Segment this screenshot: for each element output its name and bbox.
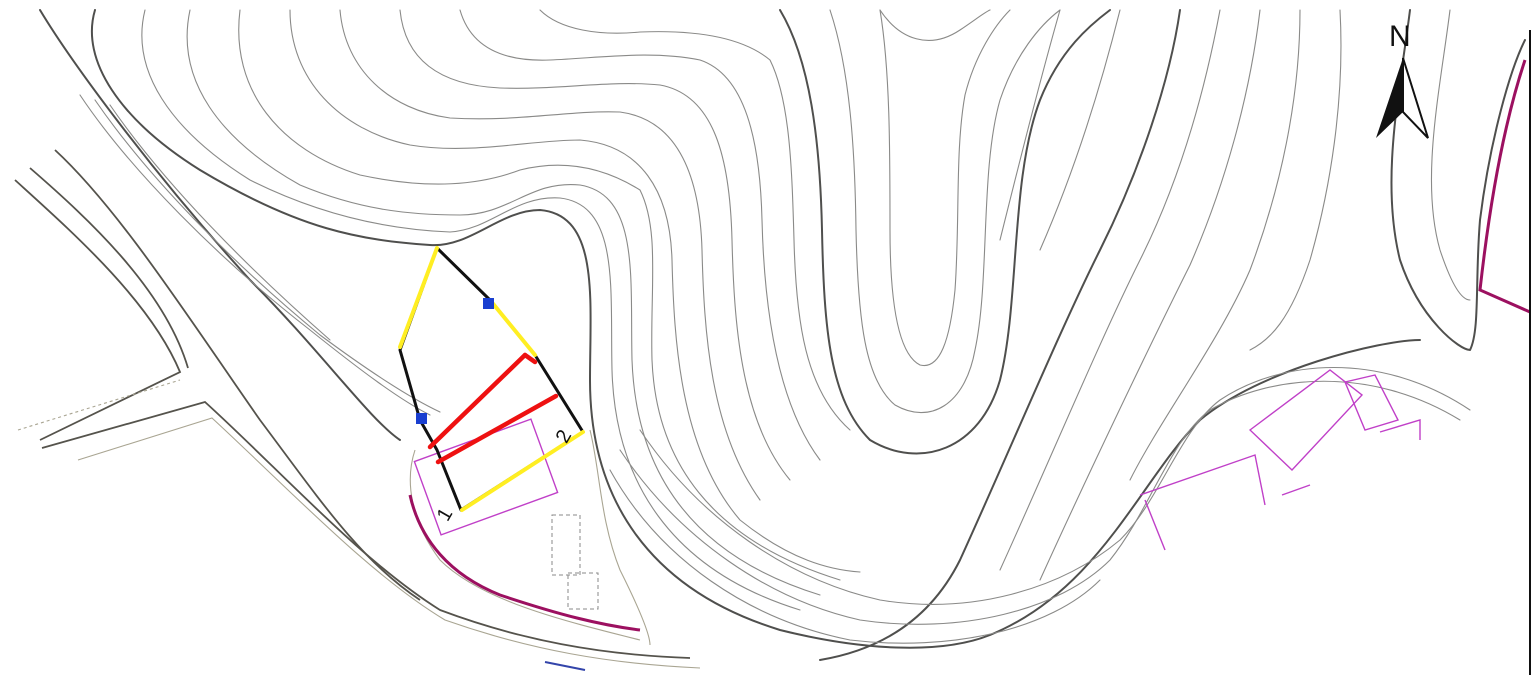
contour-lower (619, 380, 1461, 625)
terrain-edge (409, 449, 641, 641)
section-edge-yellow (488, 298, 537, 357)
contour (879, 9, 991, 41)
contour (1249, 9, 1342, 351)
contour-index (90, 9, 1421, 649)
boundary-wall-right (1478, 59, 1531, 314)
section-red-line (522, 352, 538, 365)
section-outline (398, 246, 585, 512)
building-outline-right (1281, 484, 1311, 496)
planned-structure (567, 572, 599, 610)
building-outline-right (1379, 419, 1421, 440)
contour-index (1390, 9, 1526, 351)
contour (289, 9, 861, 573)
contour (1129, 9, 1301, 481)
contour (829, 9, 1061, 414)
building-outline-right (1344, 374, 1400, 431)
section-point-label-2: 2 (552, 426, 577, 447)
building-outline-right (1139, 454, 1266, 506)
terrain-edge (589, 429, 651, 646)
contour (238, 9, 841, 581)
main-road (54, 149, 421, 601)
cross-section: 1 2 (398, 246, 585, 525)
contour (1430, 9, 1471, 301)
north-arrow-light-half (1402, 57, 1429, 139)
contour-index (779, 9, 1111, 455)
contour-index (819, 9, 1181, 661)
contour (539, 9, 851, 431)
contour (186, 9, 821, 596)
contour (459, 9, 821, 461)
north-arrow: N (1376, 20, 1429, 139)
boundary-wall-left (408, 494, 641, 632)
survey-marker (416, 413, 427, 424)
site-features (408, 59, 1531, 646)
contour (141, 9, 801, 611)
north-label: N (1389, 20, 1411, 53)
section-red-line (427, 352, 528, 450)
building-outline-right (1144, 499, 1166, 551)
contour (109, 104, 331, 341)
roads (14, 149, 701, 669)
contour-lines (39, 9, 1526, 661)
contour (879, 9, 1011, 367)
contour (339, 9, 761, 501)
road-edge-outer (14, 179, 182, 441)
contour (399, 9, 791, 481)
road-edge-inner (29, 167, 189, 369)
contour (999, 9, 1221, 571)
blue-line-fragment (544, 661, 586, 671)
survey-marker (483, 298, 494, 309)
contour (1039, 9, 1121, 251)
section-red-line (435, 393, 559, 465)
road-verge-lower (77, 417, 701, 669)
section-edge-yellow (398, 246, 439, 349)
north-arrow-dark-half (1376, 58, 1403, 138)
road-edge-lower (41, 400, 691, 659)
contour (1039, 9, 1261, 581)
road-dashed-edge (17, 379, 181, 431)
section-edge-yellow (460, 430, 585, 512)
contour (94, 99, 441, 413)
contour-lower (609, 469, 1101, 644)
contour (999, 9, 1061, 241)
contour-lower (639, 367, 1471, 605)
contour-index (39, 9, 401, 441)
contour (79, 94, 431, 416)
building-outline-right (1248, 369, 1364, 471)
planned-structure (551, 514, 581, 576)
